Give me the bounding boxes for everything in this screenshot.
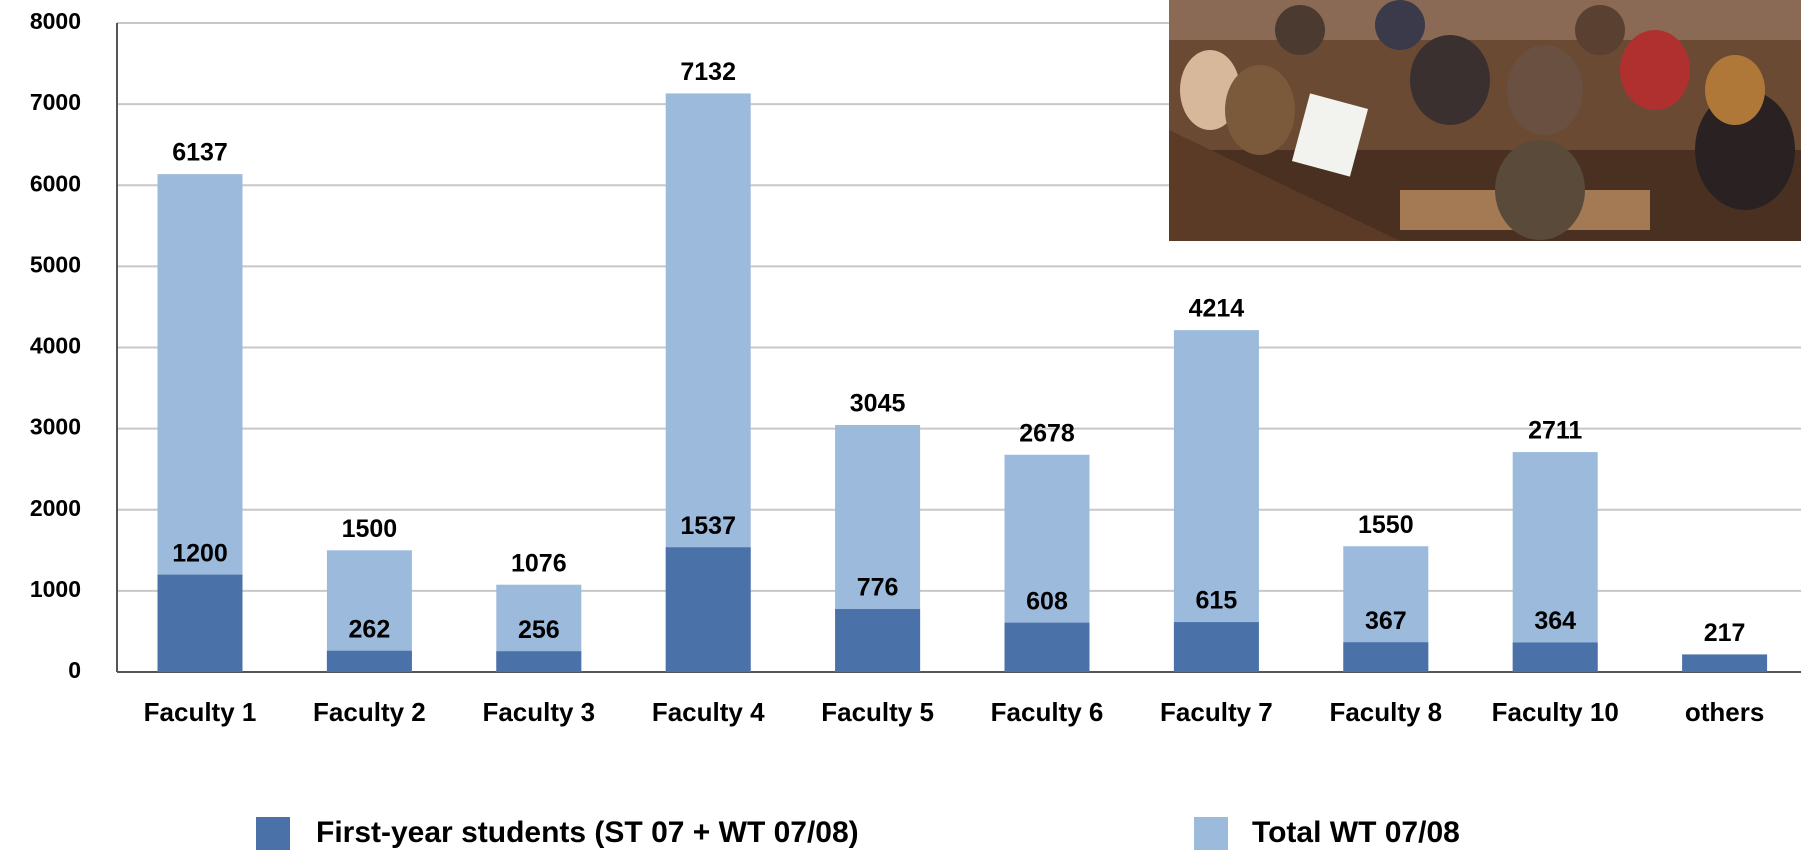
bar: [1343, 642, 1428, 672]
legend-label: First-year students (ST 07 + WT 07/08): [316, 816, 859, 849]
legend-label: Total WT 07/08: [1252, 816, 1460, 849]
value-label: 6137: [172, 139, 228, 167]
value-label: 7132: [680, 58, 736, 86]
x-tick-label: Faculty 1: [144, 697, 257, 727]
bar: [1682, 654, 1767, 672]
y-tick-label: 1000: [30, 576, 81, 602]
y-tick-label: 6000: [30, 170, 81, 196]
bar: [1005, 623, 1090, 672]
bar: [1513, 642, 1598, 672]
x-tick-label: Faculty 8: [1329, 697, 1442, 727]
value-label: 608: [1026, 587, 1068, 615]
value-label: 776: [857, 574, 899, 602]
legend-swatch: [1194, 817, 1228, 850]
y-tick-label: 5000: [30, 251, 81, 277]
value-label: 1500: [342, 515, 398, 543]
chart: First-year students (ST 07 + WT 07/08) T…: [0, 0, 1801, 852]
value-label: 367: [1365, 607, 1407, 635]
bar: [835, 609, 920, 672]
photo: [1169, 0, 1801, 241]
value-label: 1076: [511, 549, 567, 577]
value-label: 1537: [680, 512, 736, 540]
value-label: 1200: [172, 539, 228, 567]
y-tick-label: 0: [68, 657, 81, 683]
legend-swatch: [256, 817, 290, 850]
x-tick-label: Faculty 10: [1492, 697, 1619, 727]
x-tick-label: others: [1685, 697, 1764, 727]
bar: [496, 651, 581, 672]
value-label: 2678: [1019, 419, 1075, 447]
x-tick-label: Faculty 2: [313, 697, 426, 727]
value-label: 217: [1704, 619, 1746, 647]
y-tick-label: 4000: [30, 333, 81, 359]
y-tick-label: 7000: [30, 89, 81, 115]
x-tick-label: Faculty 4: [652, 697, 765, 727]
y-tick-label: 3000: [30, 414, 81, 440]
value-label: 3045: [850, 390, 906, 418]
x-tick-label: Faculty 7: [1160, 697, 1273, 727]
value-label: 4214: [1189, 295, 1245, 323]
bar: [1174, 622, 1259, 672]
x-tick-label: Faculty 3: [482, 697, 595, 727]
bar: [1513, 452, 1598, 672]
y-tick-label: 8000: [30, 8, 81, 34]
y-tick-label: 2000: [30, 495, 81, 521]
value-label: 615: [1196, 587, 1238, 615]
bar: [666, 547, 751, 672]
value-label: 262: [349, 615, 391, 643]
bar: [327, 651, 412, 672]
value-label: 256: [518, 616, 560, 644]
value-label: 364: [1534, 607, 1576, 635]
bar: [1174, 330, 1259, 672]
x-tick-label: Faculty 5: [821, 697, 934, 727]
value-label: 2711: [1528, 417, 1582, 445]
x-tick-label: Faculty 6: [991, 697, 1104, 727]
value-label: 1550: [1358, 511, 1414, 539]
bar: [158, 575, 243, 672]
